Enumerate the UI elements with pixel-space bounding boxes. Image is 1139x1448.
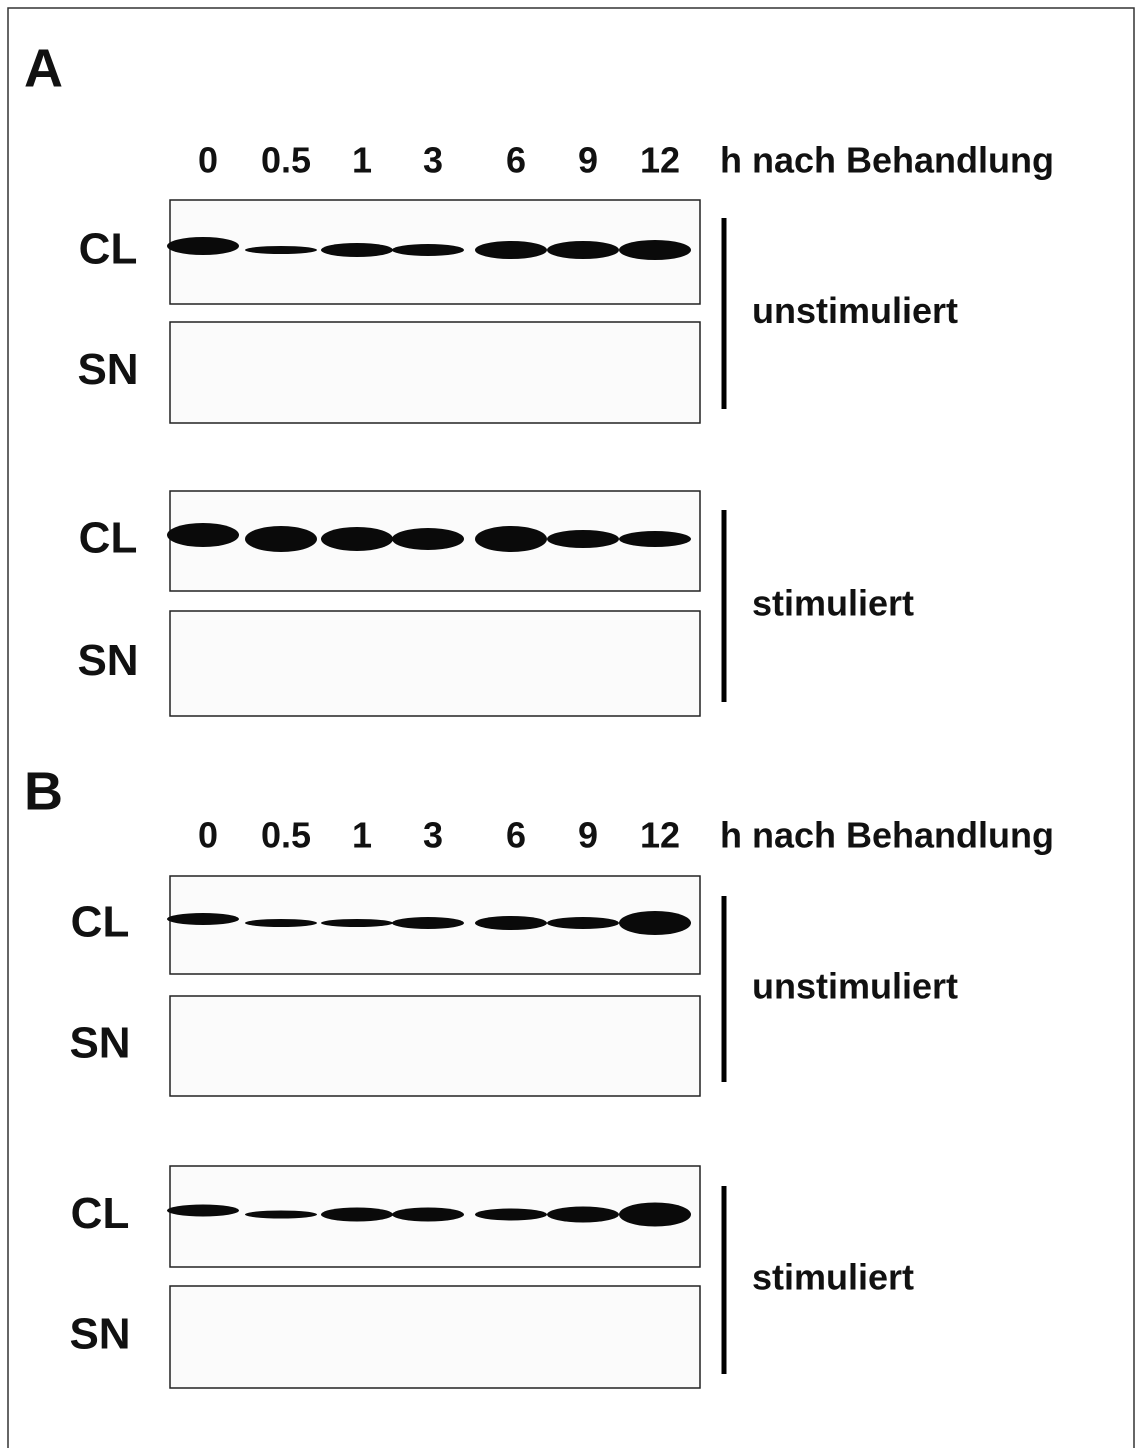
band xyxy=(167,913,239,925)
band xyxy=(321,243,393,257)
band xyxy=(321,527,393,551)
condition-label: stimuliert xyxy=(752,1257,914,1298)
band xyxy=(392,528,464,550)
blot-frame xyxy=(170,322,700,423)
blot-label: SN xyxy=(77,636,138,685)
lane-label: 1 xyxy=(352,815,372,856)
blot-label: CL xyxy=(71,1189,130,1238)
lane-label: 0.5 xyxy=(261,815,311,856)
condition-label: stimuliert xyxy=(752,583,914,624)
blot-frame xyxy=(170,611,700,716)
blot-label: CL xyxy=(79,514,138,563)
lane-label: 3 xyxy=(423,140,443,181)
band xyxy=(167,237,239,255)
band xyxy=(547,917,619,929)
band xyxy=(619,1203,691,1227)
lane-label: 9 xyxy=(578,815,598,856)
condition-label: unstimuliert xyxy=(752,290,958,331)
band xyxy=(475,241,547,259)
blot-label: CL xyxy=(71,898,130,947)
band xyxy=(547,1207,619,1223)
band xyxy=(167,1205,239,1217)
band xyxy=(245,919,317,927)
band xyxy=(392,1208,464,1222)
lane-label: 0.5 xyxy=(261,140,311,181)
band xyxy=(475,1209,547,1221)
band xyxy=(619,911,691,935)
blot-label: CL xyxy=(79,225,138,274)
band xyxy=(475,526,547,552)
condition-label: unstimuliert xyxy=(752,966,958,1007)
band xyxy=(245,1211,317,1219)
panel-label: B xyxy=(24,761,63,821)
lane-label: 12 xyxy=(640,815,680,856)
band xyxy=(392,244,464,256)
lane-label: 3 xyxy=(423,815,443,856)
lane-label: 9 xyxy=(578,140,598,181)
band xyxy=(321,919,393,927)
band xyxy=(245,246,317,254)
panel-label: A xyxy=(24,38,63,98)
lane-label: 6 xyxy=(506,140,526,181)
unit-label: h nach Behandlung xyxy=(720,140,1054,181)
blot-frame xyxy=(170,1286,700,1388)
band xyxy=(619,531,691,547)
lane-label: 0 xyxy=(198,140,218,181)
blot-label: SN xyxy=(69,1310,130,1359)
lane-label: 6 xyxy=(506,815,526,856)
band xyxy=(619,240,691,260)
band xyxy=(167,523,239,547)
unit-label: h nach Behandlung xyxy=(720,815,1054,856)
band xyxy=(321,1208,393,1222)
band xyxy=(392,917,464,929)
blot-frame xyxy=(170,996,700,1096)
band xyxy=(547,530,619,548)
band xyxy=(475,916,547,930)
blot-label: SN xyxy=(77,345,138,394)
lane-label: 12 xyxy=(640,140,680,181)
lane-label: 0 xyxy=(198,815,218,856)
blot-label: SN xyxy=(69,1019,130,1068)
band xyxy=(547,241,619,259)
figure: A 0 0.5 1 3 6 9 12 h nach Behandlung unstimuliert… xyxy=(0,0,1139,1448)
lane-label: 1 xyxy=(352,140,372,181)
band xyxy=(245,526,317,552)
